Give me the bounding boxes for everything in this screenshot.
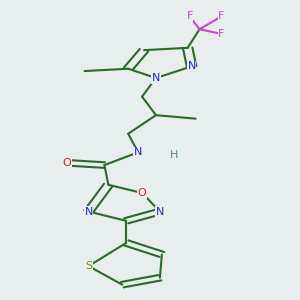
Text: N: N (84, 206, 93, 217)
Text: N: N (188, 61, 196, 71)
Text: S: S (85, 261, 92, 271)
Text: N: N (134, 147, 142, 157)
Text: O: O (62, 158, 71, 168)
Text: N: N (156, 206, 164, 217)
Text: N: N (152, 73, 160, 83)
Text: F: F (218, 29, 224, 39)
Text: F: F (186, 11, 193, 22)
Text: F: F (218, 11, 224, 22)
Text: O: O (138, 188, 146, 198)
Text: H: H (169, 150, 178, 160)
